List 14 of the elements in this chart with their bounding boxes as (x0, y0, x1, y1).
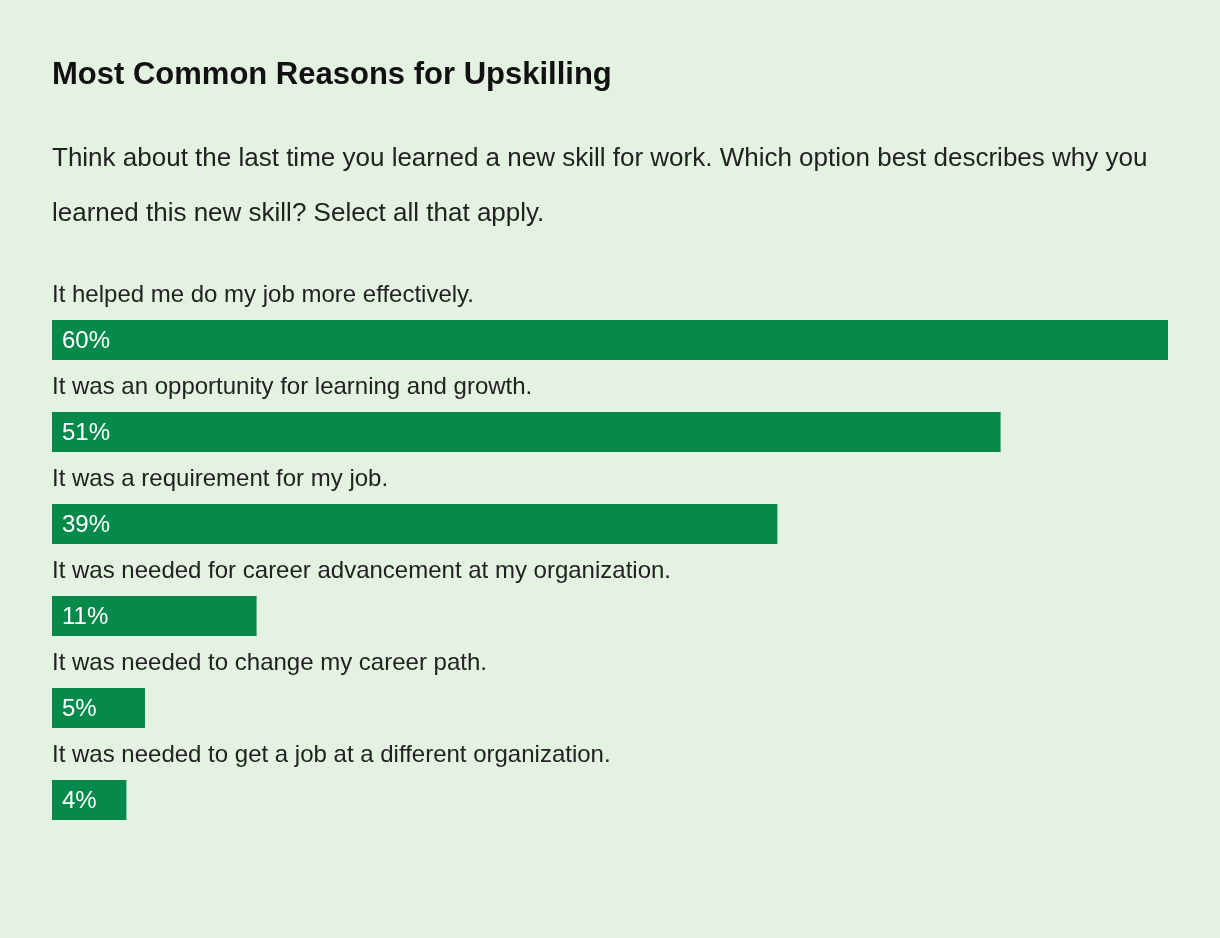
data-label: 39% (62, 510, 111, 537)
y-tick-label: It was an opportunity for learning and growth. (52, 372, 533, 399)
y-tick-label: It helped me do my job more effectively. (52, 280, 474, 307)
data-label: 11% (62, 602, 109, 629)
data-label: 4% (62, 786, 97, 813)
data-label: 60% (62, 326, 111, 353)
data-label: 51% (62, 418, 111, 445)
chart-title: Most Common Reasons for Upskilling (52, 56, 612, 92)
y-tick-label: It was needed to change my career path. (52, 648, 487, 675)
chart-subtitle: Think about the last time you learned a new skill for work. Which option best describes why you learned this new skill? Select all that apply. (52, 141, 1149, 229)
data-label: 5% (62, 694, 97, 721)
y-tick-label: It was a requirement for my job. (52, 464, 389, 491)
y-tick-label: It was needed to get a job at a different organization. (52, 740, 611, 767)
y-tick-label: It was needed for career advancement at my organization. (52, 556, 672, 583)
